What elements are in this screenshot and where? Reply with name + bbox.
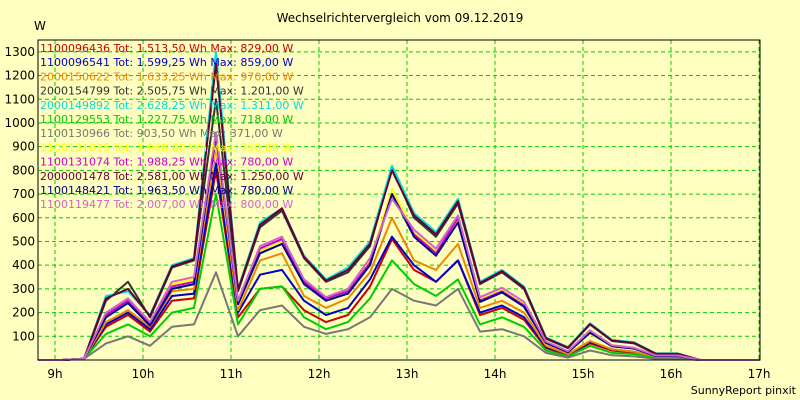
series-line-12 xyxy=(38,131,760,361)
x-tick-label: 11h xyxy=(220,367,243,381)
legend-entry: 1100096541 Tot: 1.599,25 Wh Max: 859,00 … xyxy=(40,56,293,69)
y-axis-unit-label: W xyxy=(34,19,46,33)
legend-entry: 1100131074 Tot: 1.988,25 Wh Max: 780,00 … xyxy=(40,156,293,169)
legend: 1100096436 Tot: 1.513,50 Wh Max: 829,00 … xyxy=(40,42,304,211)
y-tick-label: 900 xyxy=(12,140,35,154)
legend-entry: 1100129553 Tot: 1.227,75 Wh Max: 718,00 … xyxy=(40,113,293,126)
series-line-6 xyxy=(38,193,760,361)
y-tick-label: 700 xyxy=(12,187,35,201)
x-tick-label: 17h xyxy=(748,367,771,381)
y-tick-label: 200 xyxy=(12,306,35,320)
series-lines xyxy=(38,50,760,361)
chart-title: Wechselrichtervergleich vom 09.12.2019 xyxy=(277,11,524,25)
x-tick-label: 12h xyxy=(308,367,331,381)
y-tick-label: 800 xyxy=(12,163,35,177)
legend-entry: 1100130966 Tot: 903,50 Wh Max: 371,00 W xyxy=(40,127,283,140)
y-tick-label: 1300 xyxy=(4,45,35,59)
y-tick-label: 300 xyxy=(12,282,35,296)
series-line-3 xyxy=(38,145,760,361)
series-line-10 xyxy=(38,62,760,361)
y-tick-label: 600 xyxy=(12,211,35,225)
plot-border xyxy=(37,39,761,361)
footer-credit: SunnyReport pinxit xyxy=(691,384,797,397)
x-tick-label: 14h xyxy=(484,367,507,381)
x-tick-label: 16h xyxy=(660,367,683,381)
legend-entry: 2000154799 Tot: 2.505,75 Wh Max: 1.201,0… xyxy=(40,85,304,98)
legend-entry: 1100148421 Tot: 1.963,50 Wh Max: 780,00 … xyxy=(40,184,293,197)
y-tick-label: 100 xyxy=(12,329,35,343)
legend-entry: 2000149892 Tot: 2.628,25 Wh Max: 1.311,0… xyxy=(40,99,304,112)
y-tick-label: 400 xyxy=(12,258,35,272)
legend-entry: 1100096436 Tot: 1.513,50 Wh Max: 829,00 … xyxy=(40,42,293,55)
y-axis-ticks: 100 200 300 400 500 600 700 800 900 1000 1100 1200 1… xyxy=(4,45,35,343)
legend-entry: 1100119477 Tot: 2.007,00 Wh Max: 800,00 … xyxy=(40,198,293,211)
x-axis-ticks: 9h 10h 11h 12h 13h 14h 15h 16h 17h xyxy=(47,367,770,381)
legend-entry: 1100131025 Tot: 1.968,00 Wh Max: 750,00 … xyxy=(40,141,293,154)
y-tick-label: 1100 xyxy=(4,92,35,106)
legend-entry: 2000150622 Tot: 1.633,25 Wh Max: 970,00 … xyxy=(40,70,293,83)
grid xyxy=(38,40,760,360)
y-tick-label: 500 xyxy=(12,234,35,248)
x-tick-label: 15h xyxy=(572,367,595,381)
legend-entry: 2000001478 Tot: 2.581,00 Wh Max: 1.250,0… xyxy=(40,170,304,183)
x-tick-label: 10h xyxy=(132,367,155,381)
x-tick-label: 9h xyxy=(47,367,62,381)
x-tick-label: 13h xyxy=(396,367,419,381)
y-tick-label: 1000 xyxy=(4,116,35,130)
y-tick-label: 1200 xyxy=(4,69,35,83)
series-line-7 xyxy=(38,271,760,361)
